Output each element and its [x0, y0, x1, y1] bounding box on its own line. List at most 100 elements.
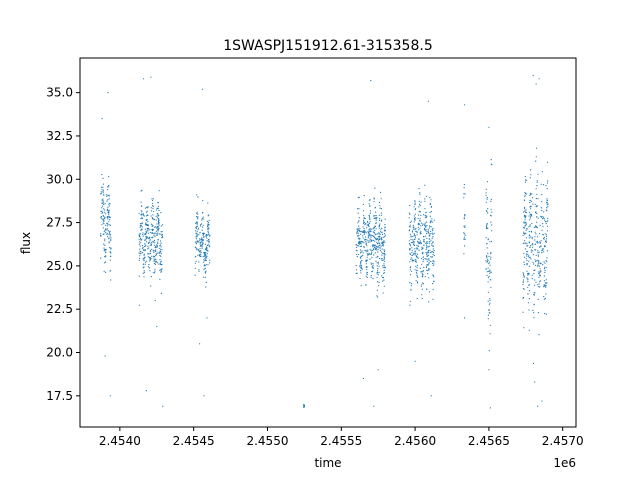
data-point	[525, 224, 527, 226]
data-point	[160, 260, 162, 262]
data-point	[428, 261, 430, 263]
data-point	[102, 202, 104, 204]
data-point	[195, 243, 197, 245]
data-point	[545, 293, 547, 295]
data-point	[143, 276, 145, 278]
data-point	[357, 208, 359, 210]
data-point	[360, 267, 362, 269]
data-point	[359, 240, 361, 242]
data-point	[363, 221, 366, 223]
data-point	[140, 210, 142, 212]
data-point	[420, 243, 422, 245]
data-point	[432, 241, 434, 243]
data-point	[106, 222, 108, 224]
data-point	[546, 221, 548, 223]
data-point	[108, 184, 110, 187]
data-point	[463, 183, 465, 186]
data-point	[360, 251, 362, 253]
data-point	[534, 249, 536, 251]
data-point	[428, 269, 430, 271]
data-point	[104, 211, 106, 213]
data-point	[108, 224, 110, 226]
data-point	[527, 286, 529, 288]
data-point	[428, 259, 430, 261]
data-point	[419, 211, 421, 213]
data-point	[415, 261, 417, 263]
data-point	[204, 260, 206, 262]
data-point	[160, 246, 162, 248]
data-point	[545, 282, 547, 284]
data-point	[105, 271, 107, 273]
data-point	[144, 250, 146, 252]
data-point	[107, 235, 109, 238]
data-point	[150, 223, 153, 225]
data-point	[544, 313, 546, 315]
data-point	[366, 276, 368, 279]
data-point	[541, 252, 543, 254]
data-point	[414, 208, 417, 210]
data-point	[363, 217, 365, 219]
data-point	[486, 198, 488, 200]
data-point	[373, 246, 376, 249]
data-point	[414, 213, 416, 215]
data-point	[424, 222, 426, 224]
data-point	[430, 261, 432, 263]
data-point	[526, 263, 528, 265]
data-point	[107, 218, 109, 220]
data-point	[541, 194, 543, 196]
data-point	[413, 215, 415, 217]
data-point	[203, 259, 205, 261]
data-point	[156, 233, 158, 235]
data-point	[203, 254, 206, 256]
data-point	[110, 238, 112, 240]
data-point	[414, 203, 416, 205]
data-point	[378, 227, 380, 229]
data-point	[427, 250, 429, 252]
data-point	[426, 231, 428, 233]
data-point	[433, 219, 435, 221]
data-point	[489, 264, 491, 266]
data-point	[110, 255, 112, 258]
data-point	[202, 239, 204, 241]
data-point	[487, 277, 490, 279]
data-point	[415, 260, 417, 262]
data-point	[152, 214, 154, 216]
data-point	[196, 226, 198, 228]
data-point	[523, 279, 525, 281]
data-point	[207, 239, 210, 241]
data-point	[421, 263, 423, 265]
data-point	[209, 259, 211, 261]
data-point	[463, 193, 465, 195]
data-point	[377, 240, 380, 242]
data-point	[426, 232, 428, 235]
data-point	[103, 243, 105, 245]
data-point	[200, 225, 202, 227]
data-point	[372, 231, 374, 233]
data-point	[201, 219, 203, 221]
data-point	[139, 257, 141, 260]
data-point	[376, 237, 378, 239]
data-point	[202, 212, 204, 214]
data-point	[528, 298, 531, 300]
data-point	[379, 249, 381, 252]
data-point	[408, 217, 410, 219]
data-point	[109, 224, 112, 226]
data-point	[105, 224, 107, 226]
data-point	[371, 249, 374, 251]
data-point	[544, 284, 546, 286]
data-point	[151, 232, 153, 234]
data-point	[158, 228, 160, 230]
data-point	[409, 274, 412, 276]
data-point	[150, 76, 152, 78]
data-point	[416, 297, 418, 300]
data-point	[417, 241, 419, 243]
data-point	[203, 236, 205, 238]
data-point	[413, 235, 415, 237]
data-point	[109, 233, 111, 235]
data-point	[378, 214, 380, 216]
x-tick-label: 2.4560	[394, 434, 436, 448]
data-point	[488, 309, 490, 311]
data-point	[488, 261, 490, 263]
data-point	[423, 266, 425, 268]
data-point	[523, 199, 526, 201]
